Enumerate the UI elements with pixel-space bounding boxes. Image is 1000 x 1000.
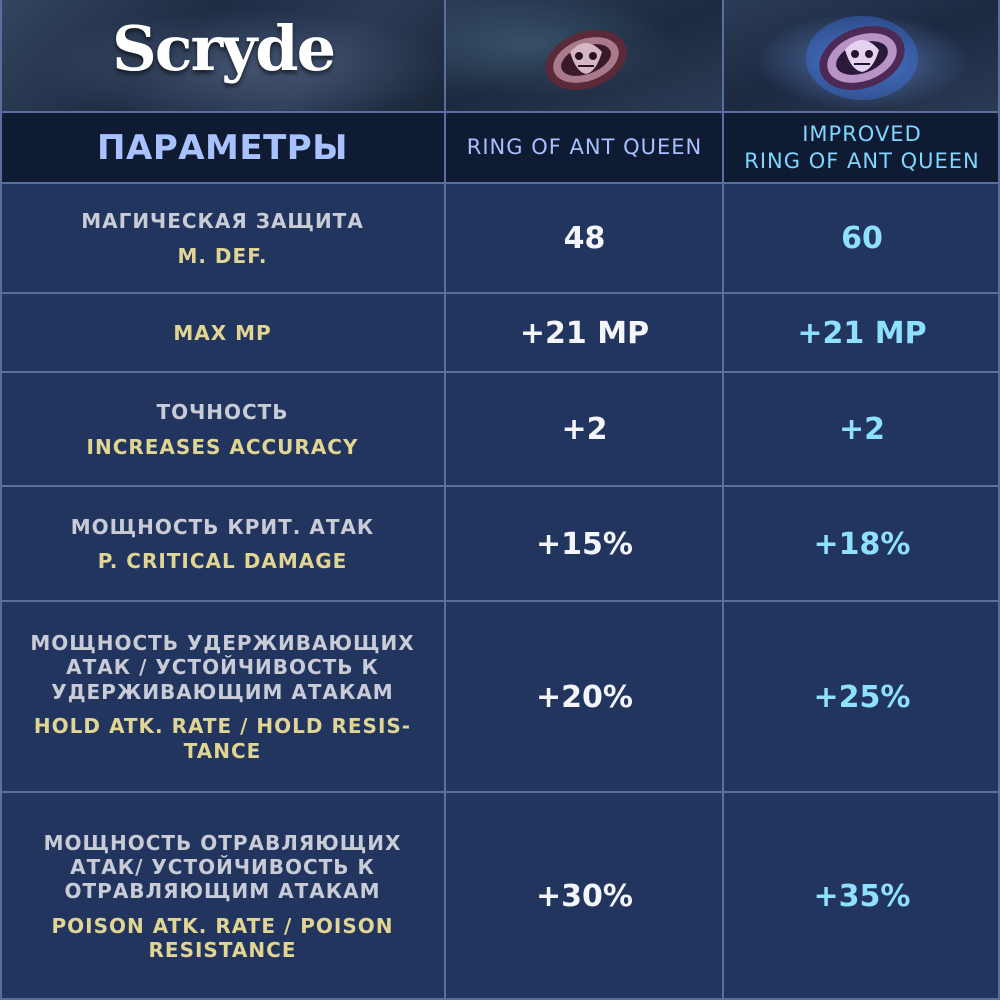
value-text: +20% — [536, 679, 633, 715]
column-divider — [722, 0, 724, 1000]
param-ru-line: МОЩНОСТЬ КРИТ. АТАК — [70, 514, 375, 539]
value-text-improved: +35% — [813, 879, 911, 914]
value-improved-hold: +25% — [724, 602, 1000, 792]
row-divider — [0, 182, 1000, 184]
value-ring-mdef: 48 — [446, 184, 723, 293]
value-text-improved: +2 — [838, 412, 885, 447]
value-text-improved: +18% — [813, 526, 911, 562]
value-text: +21 MP — [519, 315, 650, 351]
value-ring-hold: +20% — [446, 602, 723, 792]
param-ru-line: АТАК / УСТОЙЧИВОСТЬ К — [66, 655, 379, 680]
param-en-line: TANCE — [183, 738, 262, 763]
param-en-line: POISON ATK. RATE / POISON — [51, 913, 394, 938]
value-ring-accuracy: +2 — [446, 373, 723, 486]
row-divider — [0, 600, 1000, 602]
value-text-improved: 60 — [841, 221, 883, 256]
param-en-line: INCREASES ACCURACY — [86, 434, 359, 459]
hero-banner-improved-ring — [724, 0, 1000, 112]
row-divider — [0, 111, 1000, 113]
row-divider — [0, 998, 1000, 1000]
value-ring-maxmp: +21 MP — [446, 294, 723, 372]
header-improved-cell: IMPROVED RING OF ANT QUEEN — [724, 113, 1000, 183]
param-cell-poison: МОЩНОСТЬ ОТРАВЛЯЮЩИХ АТАК/ УСТОЙЧИВОСТЬ … — [0, 793, 445, 1000]
param-en-line: RESISTANCE — [148, 938, 297, 963]
ring-icon — [545, 30, 627, 90]
value-improved-maxmp: +21 MP — [724, 294, 1000, 372]
param-cell-mdef: МАГИЧЕСКАЯ ЗАЩИТА M. DEF. — [0, 184, 445, 293]
value-text: +15% — [536, 526, 633, 562]
param-ru-line: ТОЧНОСТЬ — [156, 400, 289, 425]
value-improved-crit: +18% — [724, 487, 1000, 601]
scryde-logo: Scryde — [112, 12, 336, 85]
value-improved-accuracy: +2 — [724, 373, 1000, 486]
header-improved-line2: RING OF ANT QUEEN — [744, 149, 980, 173]
header-ring-label: RING OF ANT QUEEN — [466, 135, 703, 160]
param-en-line: M. DEF. — [177, 243, 268, 268]
column-divider — [998, 0, 1000, 1000]
param-en-line: HOLD ATK. RATE / HOLD RESIS- — [33, 714, 412, 739]
param-ru-line: МАГИЧЕСКАЯ ЗАЩИТА — [81, 209, 364, 234]
value-text: 48 — [563, 221, 606, 256]
param-cell-crit: МОЩНОСТЬ КРИТ. АТАК P. CRITICAL DAMAGE — [0, 487, 445, 601]
row-divider — [0, 485, 1000, 487]
hero-banner-ring — [446, 0, 723, 112]
header-params-cell: ПАРАМЕТРЫ — [0, 113, 445, 183]
param-ru-line: АТАК/ УСТОЙЧИВОСТЬ К — [70, 854, 375, 879]
value-improved-mdef: 60 — [724, 184, 1000, 293]
value-text: +30% — [536, 879, 633, 914]
header-params-label: ПАРАМЕТРЫ — [97, 128, 348, 168]
row-divider — [0, 371, 1000, 373]
param-ru-line: МОЩНОСТЬ УДЕРЖИВАЮЩИХ — [30, 631, 415, 656]
header-ring-cell: RING OF ANT QUEEN — [446, 113, 723, 183]
param-cell-hold: МОЩНОСТЬ УДЕРЖИВАЮЩИХ АТАК / УСТОЙЧИВОСТ… — [0, 602, 445, 792]
param-cell-accuracy: ТОЧНОСТЬ INCREASES ACCURACY — [0, 373, 445, 486]
glowing-ring-icon — [806, 16, 918, 100]
value-improved-poison: +35% — [724, 793, 1000, 1000]
header-improved-line1: IMPROVED — [802, 121, 922, 146]
column-divider — [0, 0, 2, 1000]
row-divider — [0, 292, 1000, 294]
value-text: +2 — [561, 412, 608, 447]
value-text-improved: +21 MP — [797, 315, 927, 351]
value-ring-poison: +30% — [446, 793, 723, 1000]
row-divider — [0, 791, 1000, 793]
column-divider — [444, 0, 446, 1000]
param-ru-line: ОТРАВЛЯЮЩИМ АТАКАМ — [64, 879, 381, 904]
param-en-line: MAX MP — [173, 320, 272, 345]
param-ru-line: МОЩНОСТЬ ОТРАВЛЯЮЩИХ — [43, 830, 402, 855]
param-ru-line: УДЕРЖИВАЮЩИМ АТАКАМ — [51, 679, 394, 704]
param-en-line: P. CRITICAL DAMAGE — [97, 549, 348, 573]
hero-banner-logo: Scryde — [0, 0, 445, 112]
value-ring-crit: +15% — [446, 487, 723, 601]
value-text-improved: +25% — [813, 679, 911, 715]
param-cell-maxmp: MAX MP — [0, 294, 445, 372]
